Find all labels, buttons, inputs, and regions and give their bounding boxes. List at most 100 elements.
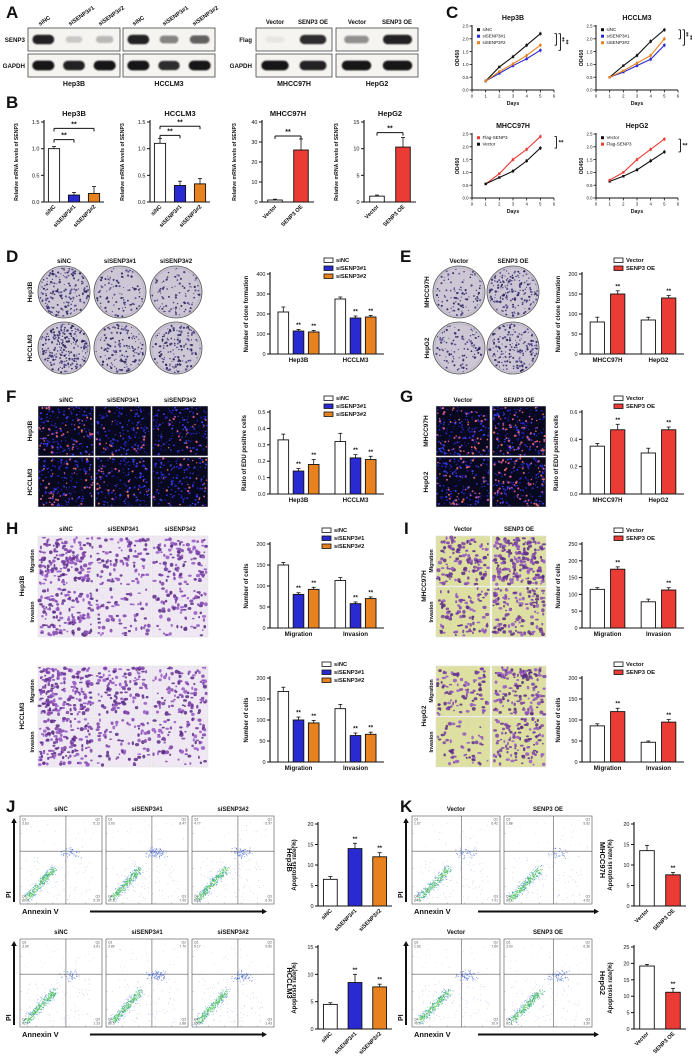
svg-text:siSENP3#1: siSENP3#1: [68, 5, 97, 28]
svg-text:3: 3: [636, 94, 639, 99]
svg-text:siNC: siNC: [336, 396, 350, 402]
svg-text:0.0: 0.0: [587, 88, 594, 93]
svg-text:Flag: Flag: [239, 37, 252, 44]
colony-plate-HCCLM3-2: [149, 321, 203, 375]
svg-text:siNC: siNC: [150, 204, 163, 217]
svg-text:SENP3: SENP3: [5, 37, 26, 44]
svg-text:1.5: 1.5: [587, 49, 594, 54]
svg-text:5: 5: [356, 173, 359, 179]
svg-text:HCCLM3: HCCLM3: [343, 497, 369, 504]
blot-mhcc97h-gapdh: [255, 53, 333, 78]
svg-text:6: 6: [677, 94, 680, 99]
svg-text:1.5: 1.5: [463, 157, 470, 162]
flow-MHCC97H-SENP3 OE: Q11.88Q25.62Q490.1Q34.62: [503, 815, 593, 905]
svg-text:MHCC97H: MHCC97H: [496, 123, 530, 130]
svg-text:0.0: 0.0: [587, 196, 594, 201]
svg-text:40: 40: [251, 120, 257, 126]
svg-text:0.1: 0.1: [258, 476, 266, 482]
svg-text:**: **: [71, 121, 77, 128]
colony-plate-MHCC97H-1: [486, 265, 540, 319]
growth-curve-Hep3B: 0.0 0.5 1.0 1.5 2.0 2.5 0 1 2 3 4 5 6 Hep3B OD450 Days s…: [455, 15, 568, 107]
svg-text:3: 3: [512, 94, 515, 99]
svg-text:SENP3 OE: SENP3 OE: [298, 20, 328, 26]
svg-text:B: B: [6, 93, 18, 112]
svg-text:0.6: 0.6: [570, 410, 578, 416]
svg-text:Hep3B: Hep3B: [289, 497, 309, 504]
blot-hcclm3-gapdh: [122, 53, 216, 78]
transwell-MHCC97H-Migration-1: [491, 535, 547, 587]
svg-text:0.5: 0.5: [587, 75, 594, 80]
svg-text:MHCC97H: MHCC97H: [423, 415, 430, 447]
svg-text:**: **: [666, 421, 671, 427]
svg-text:siSENP3#1: siSENP3#1: [607, 34, 631, 39]
svg-text:**: **: [562, 40, 568, 45]
blot-mhcc97h-flag: [255, 27, 333, 52]
svg-text:Relative mRNA levels of SENP3: Relative mRNA levels of SENP3: [334, 123, 340, 201]
svg-text:Migration: Migration: [30, 549, 36, 572]
blot-hcclm3-senp3: [122, 27, 216, 52]
svg-text:siNC: siNC: [38, 15, 53, 28]
svg-text:H: H: [6, 519, 18, 538]
edu-chart-kd: 0.0 0.1 0.2 0.3 0.4 0.5 Ratio of EDU positive …: [242, 395, 384, 504]
colony-plate-Hep3B-0: [37, 265, 91, 319]
svg-text:HCCLM3: HCCLM3: [343, 357, 369, 364]
colony-plate-HepG2-0: [432, 321, 486, 375]
svg-text:1.0: 1.0: [587, 170, 594, 175]
svg-text:**: **: [353, 310, 358, 316]
svg-text:2.0: 2.0: [463, 145, 470, 150]
svg-text:HepG2: HepG2: [649, 497, 670, 504]
svg-text:5: 5: [539, 94, 542, 99]
svg-text:0.5: 0.5: [587, 183, 594, 188]
svg-text:2.0: 2.0: [587, 145, 594, 150]
svg-text:Invasion: Invasion: [30, 601, 36, 622]
svg-text:SENP3 OE: SENP3 OE: [382, 20, 412, 26]
svg-text:100: 100: [568, 312, 577, 318]
svg-text:HCCLM3: HCCLM3: [27, 468, 34, 495]
svg-text:2: 2: [498, 94, 501, 99]
svg-text:2.5: 2.5: [463, 24, 470, 29]
svg-text:Hep3B: Hep3B: [19, 575, 26, 596]
qpcr-chart-HepG2: 0 5 10 15 HepG2 Relative mRNA levels of SENP3…: [334, 109, 416, 228]
svg-text:**: **: [353, 448, 358, 454]
qpcr-chart-HCCLM3: 0.0 0.5 1.0 1.5 HCCLM3 Relative mRNA levels o…: [120, 109, 210, 229]
svg-text:4: 4: [525, 94, 528, 99]
edu-image-MHCC97H-1: [491, 405, 547, 457]
svg-text:200: 200: [256, 312, 265, 318]
svg-text:0.0: 0.0: [463, 196, 470, 201]
edu-image-HCCLM3-1: [94, 456, 152, 508]
svg-text:Hep3B: Hep3B: [502, 15, 524, 22]
svg-text:Vector: Vector: [450, 258, 470, 265]
svg-text:Vector: Vector: [266, 20, 285, 26]
svg-text:0.0: 0.0: [32, 200, 40, 206]
svg-text:OD450: OD450: [455, 50, 461, 67]
svg-text:**: **: [686, 35, 692, 40]
svg-text:HepG2: HepG2: [626, 123, 649, 130]
svg-text:0.2: 0.2: [570, 465, 578, 471]
svg-text:0: 0: [595, 94, 598, 99]
transwell-Hep3B-Invasion-1: [94, 586, 152, 638]
panel-h: siNC siSENP3#1 siSENP3#2 Hep3B Migration Inva…: [19, 527, 384, 772]
svg-text:SENP3 OE: SENP3 OE: [626, 266, 655, 272]
svg-text:**: **: [615, 284, 620, 290]
growth-curve-MHCC97H: 0.0 0.5 1.0 1.5 2.0 2.5 0 1 2 3 4 5 6 MHCC97H OD450 Day…: [455, 123, 564, 215]
colony-chart-oe: 0 50 100 150 200 Number of clone formation ** M…: [556, 257, 684, 364]
svg-text:HepG2: HepG2: [366, 81, 389, 88]
svg-text:SENP3 OE: SENP3 OE: [504, 397, 535, 404]
svg-text:3: 3: [512, 202, 515, 207]
svg-text:10: 10: [353, 147, 359, 153]
svg-text:2: 2: [498, 202, 501, 207]
svg-text:HCCLM3: HCCLM3: [27, 334, 34, 361]
svg-text:Vector: Vector: [348, 20, 367, 26]
svg-text:1.0: 1.0: [463, 170, 470, 175]
svg-text:5: 5: [663, 94, 666, 99]
svg-text:**: **: [368, 309, 373, 315]
svg-text:1.5: 1.5: [138, 120, 146, 126]
qpcr-chart-Hep3B: 0.0 0.5 1.0 1.5 Hep3B Relative mRNA levels of…: [14, 109, 104, 229]
svg-text:0: 0: [356, 200, 359, 206]
